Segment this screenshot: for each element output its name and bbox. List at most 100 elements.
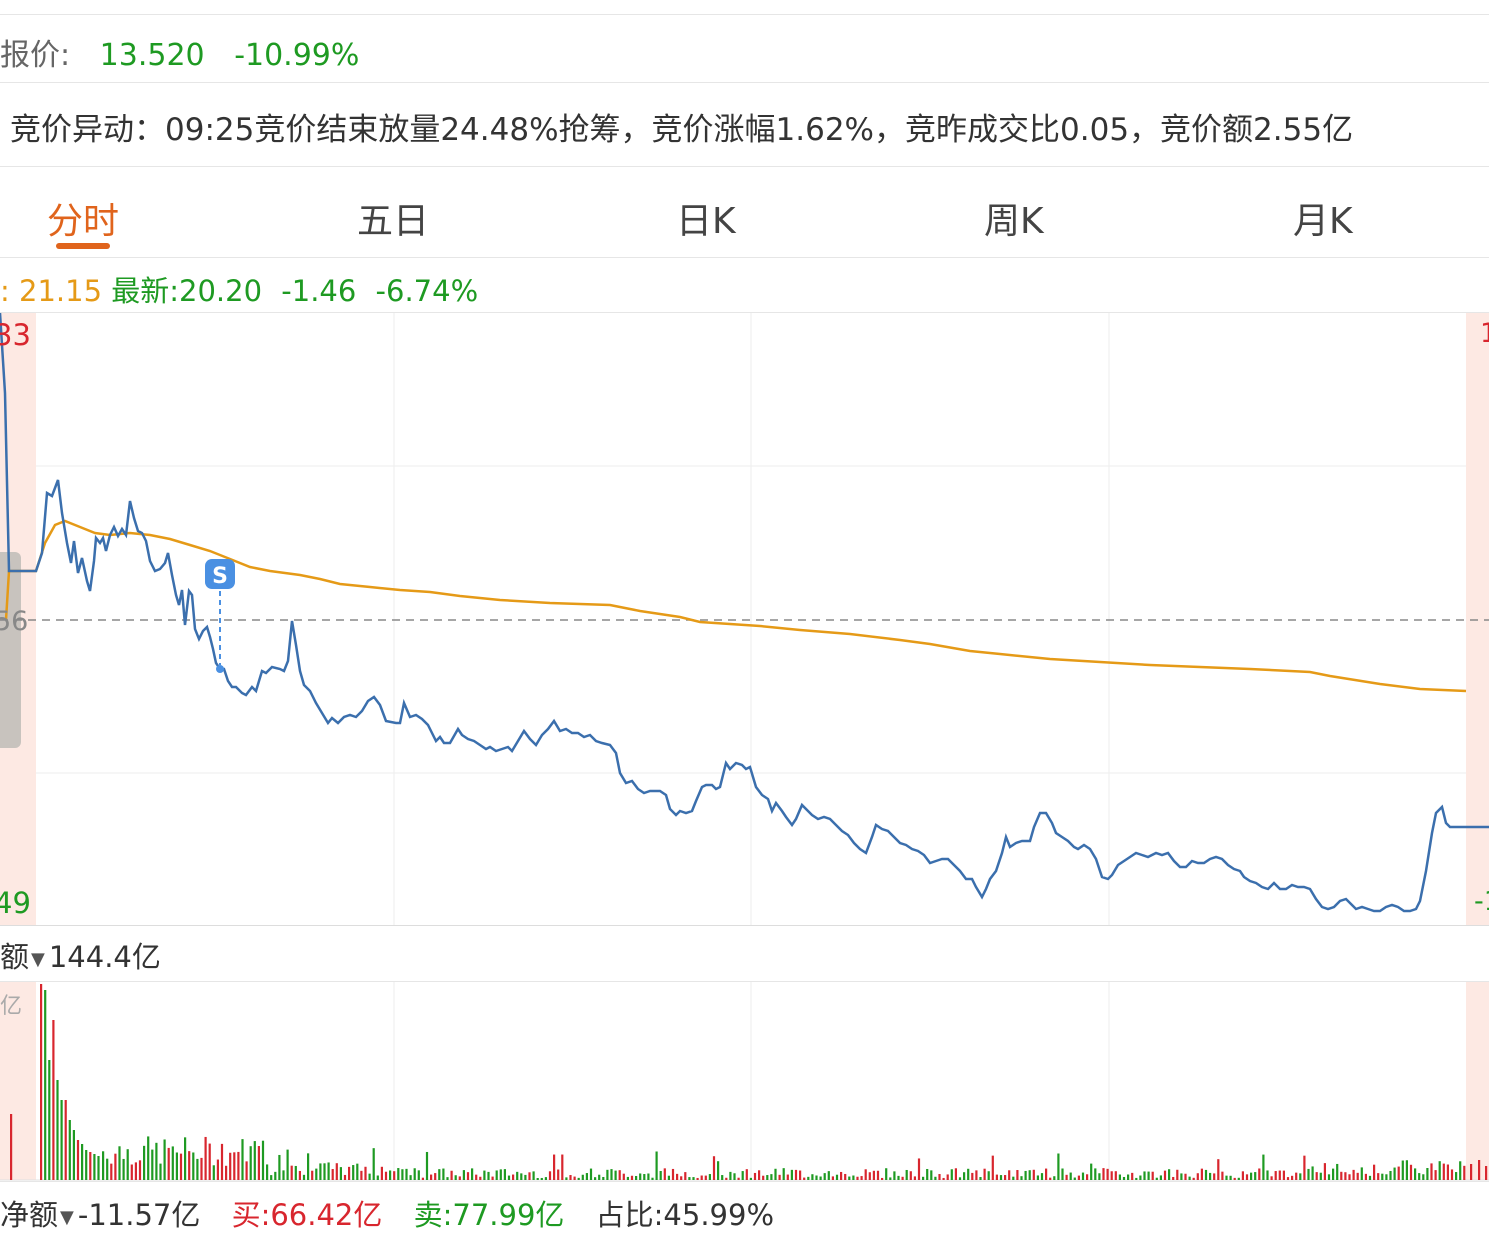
tab-monthly-k[interactable]: 月K bbox=[1293, 201, 1353, 242]
volume-bar bbox=[1008, 1170, 1011, 1180]
volume-bar bbox=[979, 1177, 982, 1180]
net-flow-metric-dropdown[interactable]: 净额 ▼ bbox=[0, 1198, 74, 1232]
volume-bar bbox=[934, 1176, 937, 1180]
volume-bar bbox=[85, 1150, 88, 1180]
volume-bar bbox=[159, 1163, 162, 1180]
volume-bar bbox=[922, 1176, 925, 1180]
volume-bar bbox=[110, 1163, 113, 1180]
volume-bar bbox=[208, 1143, 211, 1180]
volume-bar bbox=[725, 1177, 728, 1180]
volume-bar bbox=[241, 1139, 244, 1180]
volume-bar bbox=[1024, 1170, 1027, 1180]
volume-bar bbox=[585, 1173, 588, 1180]
volume-bar bbox=[704, 1175, 707, 1180]
right-axis-top-label: 1 bbox=[1480, 318, 1489, 349]
volume-bar bbox=[184, 1137, 187, 1180]
chart-scroll-handle[interactable] bbox=[0, 552, 21, 748]
volume-bar bbox=[684, 1172, 687, 1180]
volume-bar bbox=[1364, 1173, 1367, 1180]
intraday-price-chart[interactable]: S bbox=[0, 313, 1489, 926]
volume-bar bbox=[1397, 1166, 1400, 1180]
volume-bar bbox=[331, 1169, 334, 1180]
volume-bar bbox=[114, 1153, 117, 1180]
volume-bar bbox=[1081, 1172, 1085, 1180]
volume-bar bbox=[1459, 1161, 1462, 1180]
volume-bar-chart[interactable] bbox=[0, 982, 1489, 1182]
volume-bar bbox=[229, 1152, 232, 1180]
volume-bar bbox=[401, 1169, 404, 1180]
volume-bar bbox=[1036, 1175, 1039, 1180]
volume-bar bbox=[1209, 1172, 1212, 1180]
volume-bar bbox=[1176, 1169, 1179, 1180]
volume-bar bbox=[1250, 1172, 1253, 1180]
volume-bar bbox=[1323, 1163, 1326, 1180]
volume-bar bbox=[384, 1171, 388, 1180]
buy-value: 66.42亿 bbox=[270, 1198, 383, 1232]
volume-bar bbox=[438, 1169, 441, 1180]
volume-bar bbox=[450, 1170, 453, 1180]
volume-bar bbox=[1409, 1164, 1413, 1180]
volume-bar bbox=[134, 1162, 137, 1180]
tab-weekly-k[interactable]: 周K bbox=[984, 201, 1044, 242]
volume-bar bbox=[1237, 1177, 1240, 1180]
volume-bar bbox=[352, 1165, 355, 1180]
volume-bar bbox=[667, 1175, 670, 1180]
volume-bar bbox=[122, 1158, 125, 1180]
volume-bar bbox=[393, 1171, 396, 1180]
volume-bar bbox=[917, 1158, 921, 1180]
volume-bar bbox=[1090, 1163, 1093, 1180]
volume-bar bbox=[72, 1130, 75, 1180]
volume-bar bbox=[635, 1175, 638, 1180]
avg-price-value: 21.15 bbox=[19, 274, 103, 308]
volume-bar bbox=[1241, 1171, 1244, 1180]
volume-bar bbox=[909, 1171, 912, 1180]
volume-bar bbox=[507, 1175, 511, 1180]
volume-bar bbox=[188, 1151, 191, 1180]
volume-bar bbox=[1184, 1173, 1187, 1180]
avg-price-prefix: : bbox=[0, 274, 19, 308]
tab-daily-k[interactable]: 日K bbox=[676, 201, 736, 242]
volume-bar bbox=[1217, 1159, 1220, 1180]
volume-bar bbox=[1373, 1164, 1376, 1180]
volume-bar bbox=[655, 1151, 658, 1180]
volume-bar bbox=[462, 1170, 465, 1180]
volume-bar bbox=[958, 1177, 962, 1180]
volume-bar bbox=[409, 1175, 412, 1180]
volume-bar bbox=[479, 1176, 482, 1180]
volume-bar bbox=[102, 1151, 105, 1180]
volume-bar bbox=[126, 1149, 129, 1180]
volume-bar bbox=[151, 1149, 154, 1180]
volume-bar bbox=[216, 1159, 219, 1180]
volume-bar bbox=[840, 1171, 843, 1180]
signal-s-icon[interactable]: S bbox=[205, 559, 235, 589]
net-flow-row: 净额 ▼ -11.57亿 买:66.42亿 卖:77.99亿 占比:45.99% bbox=[0, 1192, 774, 1234]
volume-bar bbox=[1143, 1171, 1146, 1180]
volume-bar bbox=[737, 1177, 740, 1180]
volume-bar bbox=[155, 1142, 158, 1180]
volume-bar bbox=[257, 1146, 260, 1180]
volume-bar bbox=[692, 1177, 695, 1180]
volume-metric-dropdown[interactable]: 额 ▼ bbox=[0, 940, 45, 974]
chart-period-tabs: 分时 五日 日K 周K 月K bbox=[0, 168, 1489, 256]
tab-five-day[interactable]: 五日 bbox=[357, 201, 430, 242]
volume-bar bbox=[1442, 1163, 1445, 1180]
tab-intraday[interactable]: 分时 bbox=[47, 201, 120, 242]
right-axis-bottom-label: -1 bbox=[1474, 886, 1489, 917]
divider bbox=[0, 312, 1489, 313]
volume-bar bbox=[192, 1152, 195, 1180]
auction-alert[interactable]: 竞价异动：09:25竞价结束放量24.48%抢筹，竞价涨幅1.62%，竞昨成交比… bbox=[10, 112, 1354, 148]
volume-bar bbox=[339, 1167, 342, 1180]
volume-bar bbox=[729, 1171, 732, 1180]
volume-bar bbox=[1049, 1177, 1052, 1180]
volume-bar bbox=[905, 1169, 908, 1180]
volume-bar bbox=[1102, 1168, 1105, 1180]
net-flow-value: -11.57亿 bbox=[77, 1198, 201, 1232]
latest-value: 20.20 bbox=[179, 274, 263, 308]
sell-value: 77.99亿 bbox=[452, 1198, 565, 1232]
volume-bar bbox=[1336, 1163, 1339, 1180]
volume-bar bbox=[1106, 1168, 1109, 1180]
volume-bar bbox=[143, 1145, 146, 1180]
chart-grid bbox=[0, 313, 1489, 925]
volume-bar bbox=[1455, 1172, 1458, 1180]
volume-bar bbox=[1352, 1169, 1355, 1180]
